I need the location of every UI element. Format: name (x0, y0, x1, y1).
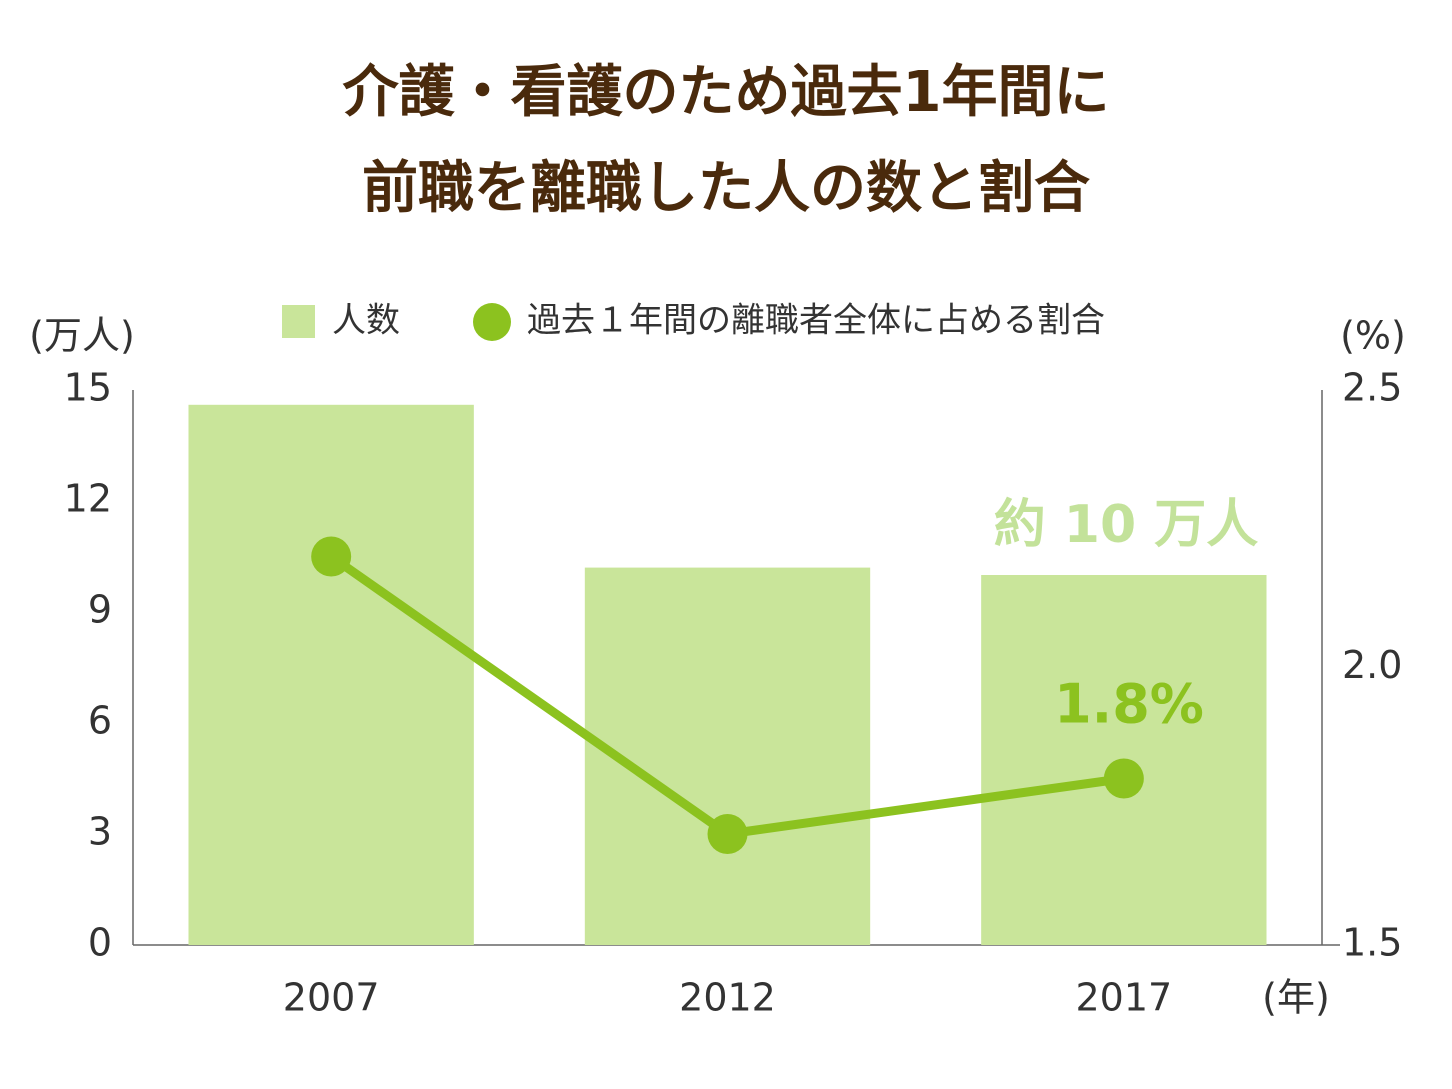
y-axis-label: (万人) (29, 314, 135, 358)
y2-tick-label: 1.5 (1342, 921, 1402, 965)
y-tick-label: 6 (88, 699, 112, 743)
point (311, 536, 352, 577)
point (1103, 758, 1144, 799)
y-tick-label: 15 (64, 366, 112, 410)
legend-label: 人数 (332, 301, 400, 341)
x-tick-label: 2007 (283, 976, 380, 1020)
y-tick-label: 9 (88, 588, 112, 632)
y-tick-label: 0 (88, 921, 112, 965)
point (707, 814, 748, 854)
legend-swatch (473, 303, 511, 341)
y2-tick-label: 2.0 (1342, 643, 1402, 687)
bar (188, 404, 474, 945)
y-tick-label: 3 (88, 810, 112, 854)
chart-title: 前職を離職した人の数と割合 (362, 156, 1090, 221)
y2-tick-label: 2.5 (1342, 366, 1402, 410)
x-axis-label: (年) (1262, 976, 1330, 1020)
y2-axis-label: (%) (1340, 314, 1406, 358)
chart-title: 介護・看護のため過去1年間に (343, 60, 1110, 125)
annotation: 約 10 万人 (994, 495, 1259, 555)
legend-swatch (282, 305, 315, 338)
y-tick-label: 12 (64, 477, 112, 521)
x-tick-label: 2012 (679, 976, 776, 1020)
legend-label: 過去１年間の離職者全体に占める割合 (527, 301, 1105, 341)
bar (584, 567, 871, 945)
x-tick-label: 2017 (1075, 976, 1172, 1020)
annotation: 1.8% (1054, 673, 1204, 736)
